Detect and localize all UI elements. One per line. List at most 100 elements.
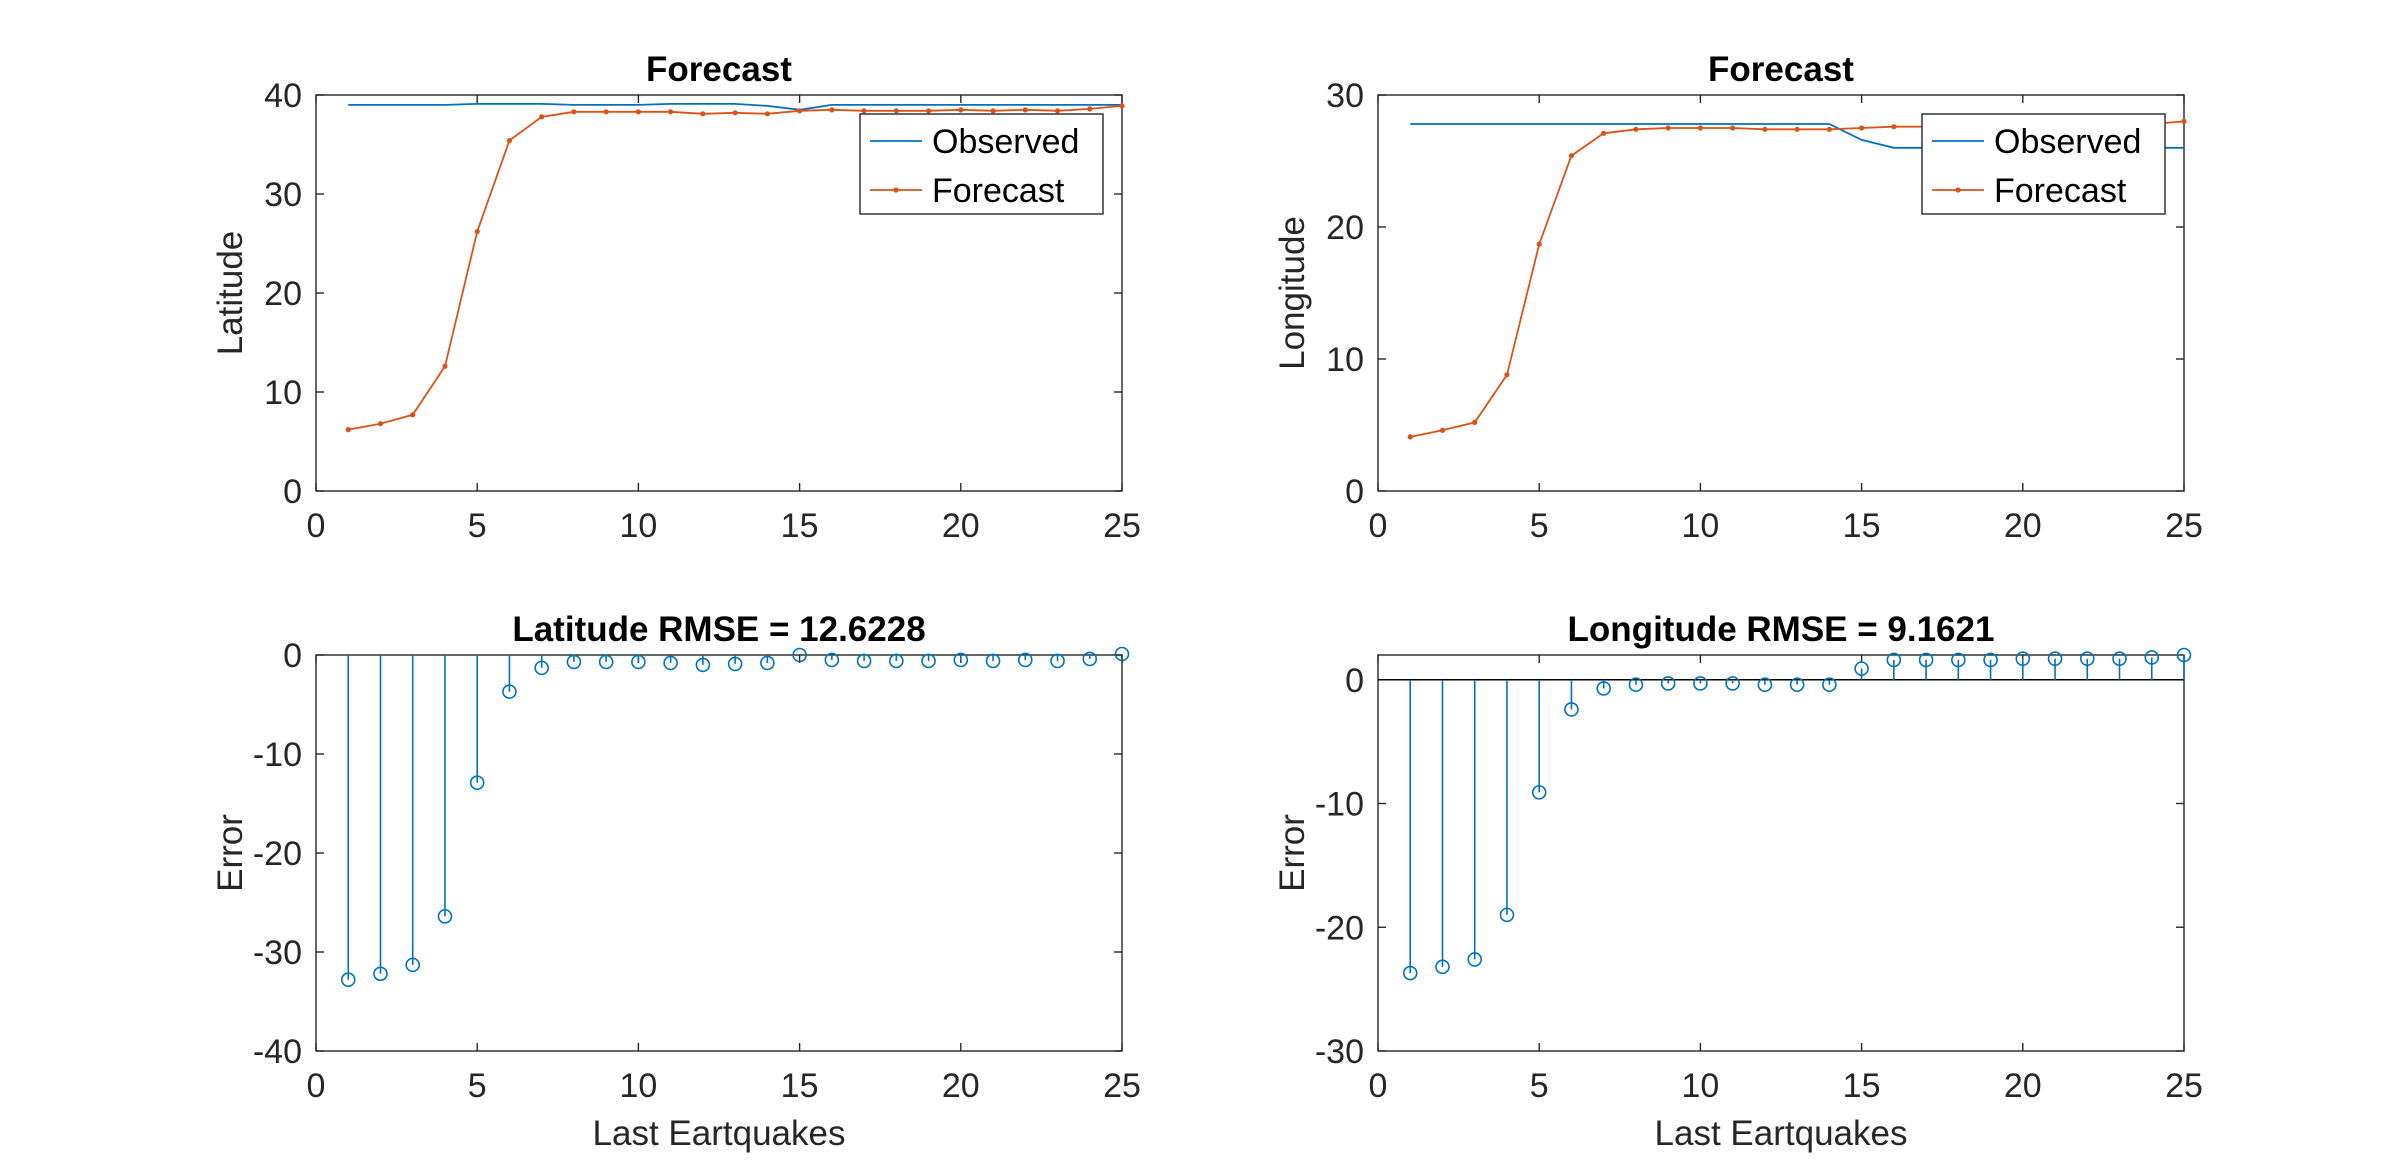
stem-marker [1757,677,1773,693]
x-tick-label: 25 [2165,1067,2203,1105]
chart-title: Longitude RMSE = 9.1621 [1568,610,1995,649]
legend: Observed Forecast [859,113,1104,215]
stem-marker [985,653,1001,669]
stem-marker [598,654,614,670]
data-point [1633,126,1639,132]
chart-title: Forecast [646,50,792,89]
legend-entry: Forecast [1994,172,2127,210]
x-tick-label: 5 [468,1067,487,1105]
x-tick-label: 0 [307,507,326,545]
stem-marker [631,654,646,670]
series-observed [348,103,1122,111]
data-point [893,108,899,114]
data-point [1665,125,1671,131]
legend-box [859,113,1104,215]
stem-marker [1854,661,1869,676]
data-point [1054,108,1061,114]
x-tick-label: 25 [1103,507,1141,545]
y-tick-label: -20 [253,835,302,873]
axes-box [315,654,1123,1052]
data-point [829,107,835,113]
legend-swatch-dot [893,187,899,193]
stem-marker [566,654,582,670]
x-tick-label: 15 [1843,507,1881,545]
data-point [539,114,545,120]
data-point [764,111,770,117]
x-tick-label: 0 [307,1067,326,1105]
stem-marker [695,657,711,673]
stem-marker [727,656,743,672]
y-tick-label: -10 [1315,786,1364,824]
y-tick-label: 10 [264,374,302,412]
y-tick-label: 30 [1326,77,1364,115]
legend: Observed Forecast [1921,113,2166,215]
y-tick-label: 0 [283,637,302,675]
data-point [668,109,674,115]
data-point [990,108,996,114]
data-point [635,109,642,115]
legend-box [1921,113,2166,215]
data-point [1022,107,1028,113]
stem-marker [502,684,517,699]
data-point [1601,130,1607,136]
x-tick-label: 5 [1530,1067,1549,1105]
stem-marker [1983,652,1998,668]
y-tick-label: -30 [1315,1033,1364,1071]
data-point [1472,419,1478,425]
stem-marker [1017,652,1033,668]
stem-marker [1114,646,1130,662]
y-tick-label: 40 [264,77,302,115]
data-point [1407,434,1413,440]
data-point [603,109,609,115]
stem-marker [2015,651,2031,667]
y-tick-label: 0 [283,473,302,511]
stem-marker [1725,676,1740,691]
data-point [1730,125,1736,131]
stem-marker [1886,652,1902,668]
y-tick-label: 0 [1345,473,1364,511]
series-line [348,103,1122,111]
data-point [1536,241,1542,247]
stem-marker [889,653,904,669]
series-forecast [345,103,1125,433]
data-point [1826,126,1832,132]
stem-marker [340,972,356,988]
y-axis-label: Error [1273,814,1312,892]
stem-marker [1628,677,1644,693]
stem-marker [1050,653,1065,669]
stem-marker [663,655,678,671]
chart-lat-error: 0 5 10 15 20 25 -40 -30 -20 -10 0 Latitude RMSE = 1… [211,610,1141,1153]
stem-marker [1467,952,1483,967]
y-tick-label: 0 [1345,662,1364,700]
stem-marker [373,966,388,982]
series-error [1402,647,2192,981]
y-tick-label: -30 [253,934,302,972]
chart-title: Latitude RMSE = 12.6228 [512,610,925,649]
legend-entry: Observed [1994,123,2141,161]
stem-marker [856,653,872,669]
data-point [1087,106,1093,112]
y-tick-label: 10 [1326,341,1364,379]
stem-marker [1596,681,1611,696]
stem-marker [921,653,936,669]
data-point [700,111,706,117]
x-tick-label: 10 [619,1067,657,1105]
x-tick-label: 20 [2004,1067,2042,1105]
stem-marker [1499,907,1515,923]
stem-marker [760,655,775,671]
data-point [1504,372,1510,378]
data-point [410,412,416,418]
x-tick-label: 5 [1530,507,1549,545]
x-tick-label: 10 [1681,1067,1719,1105]
chart-lon-error: 0 5 10 15 20 25 -30 -20 -10 0 Longitude RMSE = 9.1… [1273,610,2203,1153]
x-tick-label: 10 [619,507,657,545]
stem-marker [2047,651,2063,667]
stem-marker [1531,785,1547,800]
data-point [1794,126,1800,132]
stem-marker [792,647,807,663]
data-point [1762,126,1768,132]
x-tick-label: 15 [1843,1067,1881,1105]
stem-marker [1789,677,1805,693]
chart-lat-forecast: 0 5 10 15 20 25 0 10 20 30 40 Forecast Latitude Obser… [211,50,1141,545]
legend-swatch-dot [1955,187,1961,193]
